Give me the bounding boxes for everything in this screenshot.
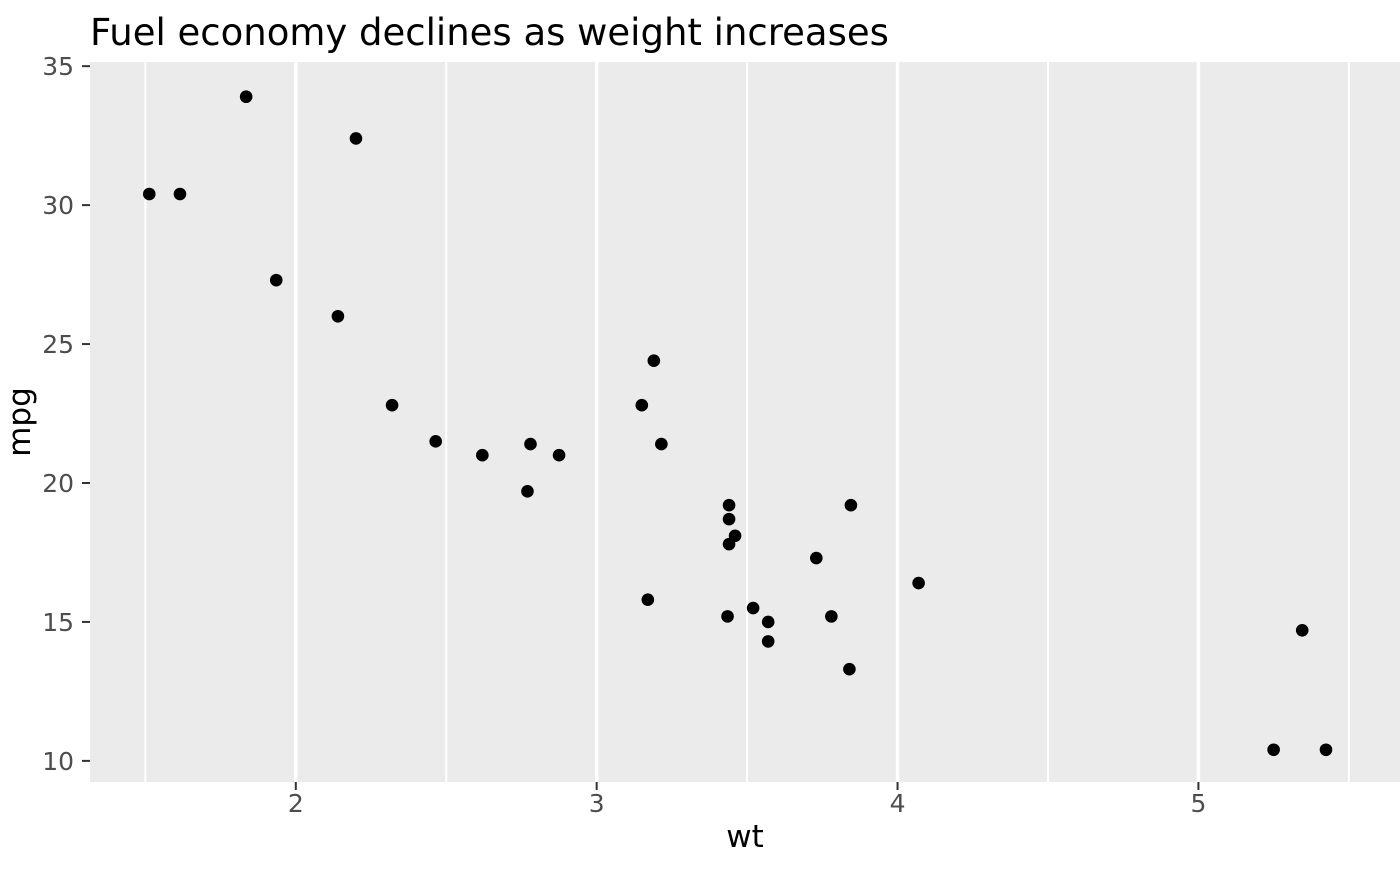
y-axis-tick-label: 30 xyxy=(42,191,74,220)
data-point xyxy=(647,354,661,368)
gridline-layer xyxy=(144,62,1350,782)
data-point xyxy=(521,485,534,498)
data-point xyxy=(843,662,856,676)
data-point xyxy=(761,615,775,629)
data-point xyxy=(173,187,187,201)
y-axis-title: mpg xyxy=(2,387,38,457)
data-point xyxy=(655,437,668,451)
x-axis-tick-label: 5 xyxy=(1190,789,1206,818)
y-axis-tick-label: 10 xyxy=(42,747,74,776)
x-axis-tick-label: 2 xyxy=(288,789,304,818)
data-point xyxy=(331,309,345,323)
data-point xyxy=(429,435,443,448)
data-point xyxy=(721,610,734,623)
data-point xyxy=(635,398,649,412)
y-axis-tick-label: 20 xyxy=(42,469,74,498)
x-axis-tick-label: 3 xyxy=(589,789,605,818)
chart-title: Fuel economy declines as weight increase… xyxy=(90,11,889,54)
data-point xyxy=(349,132,363,145)
data-point xyxy=(912,576,925,590)
panel-layer xyxy=(90,62,1400,782)
data-point xyxy=(825,610,838,623)
y-axis-tick-label: 15 xyxy=(42,608,74,637)
data-point xyxy=(524,437,537,451)
data-point xyxy=(810,551,823,565)
data-point xyxy=(1267,743,1280,757)
data-point xyxy=(1319,743,1333,757)
data-point xyxy=(269,273,283,287)
data-point xyxy=(1295,623,1309,637)
data-point xyxy=(746,601,760,615)
data-point xyxy=(722,537,736,551)
data-point xyxy=(722,498,736,512)
x-axis-title: wt xyxy=(726,819,764,855)
y-axis-tick-label: 25 xyxy=(42,330,74,359)
data-point xyxy=(476,448,489,462)
data-point xyxy=(844,498,858,512)
data-point xyxy=(761,635,775,648)
x-axis-tick-label: 4 xyxy=(890,789,906,818)
data-point xyxy=(142,187,156,201)
axis-tick-layer xyxy=(82,65,1200,790)
y-axis-tick-label: 35 xyxy=(42,52,74,81)
data-point xyxy=(552,448,566,462)
data-point xyxy=(385,398,399,412)
panel-background xyxy=(90,62,1400,782)
tick-label-layer: 2 3 4 5 10 15 20 25 30 35 xyxy=(42,52,1206,818)
data-point-layer xyxy=(142,90,1333,757)
data-point xyxy=(722,512,736,526)
data-point xyxy=(641,593,655,607)
data-point xyxy=(239,90,253,104)
